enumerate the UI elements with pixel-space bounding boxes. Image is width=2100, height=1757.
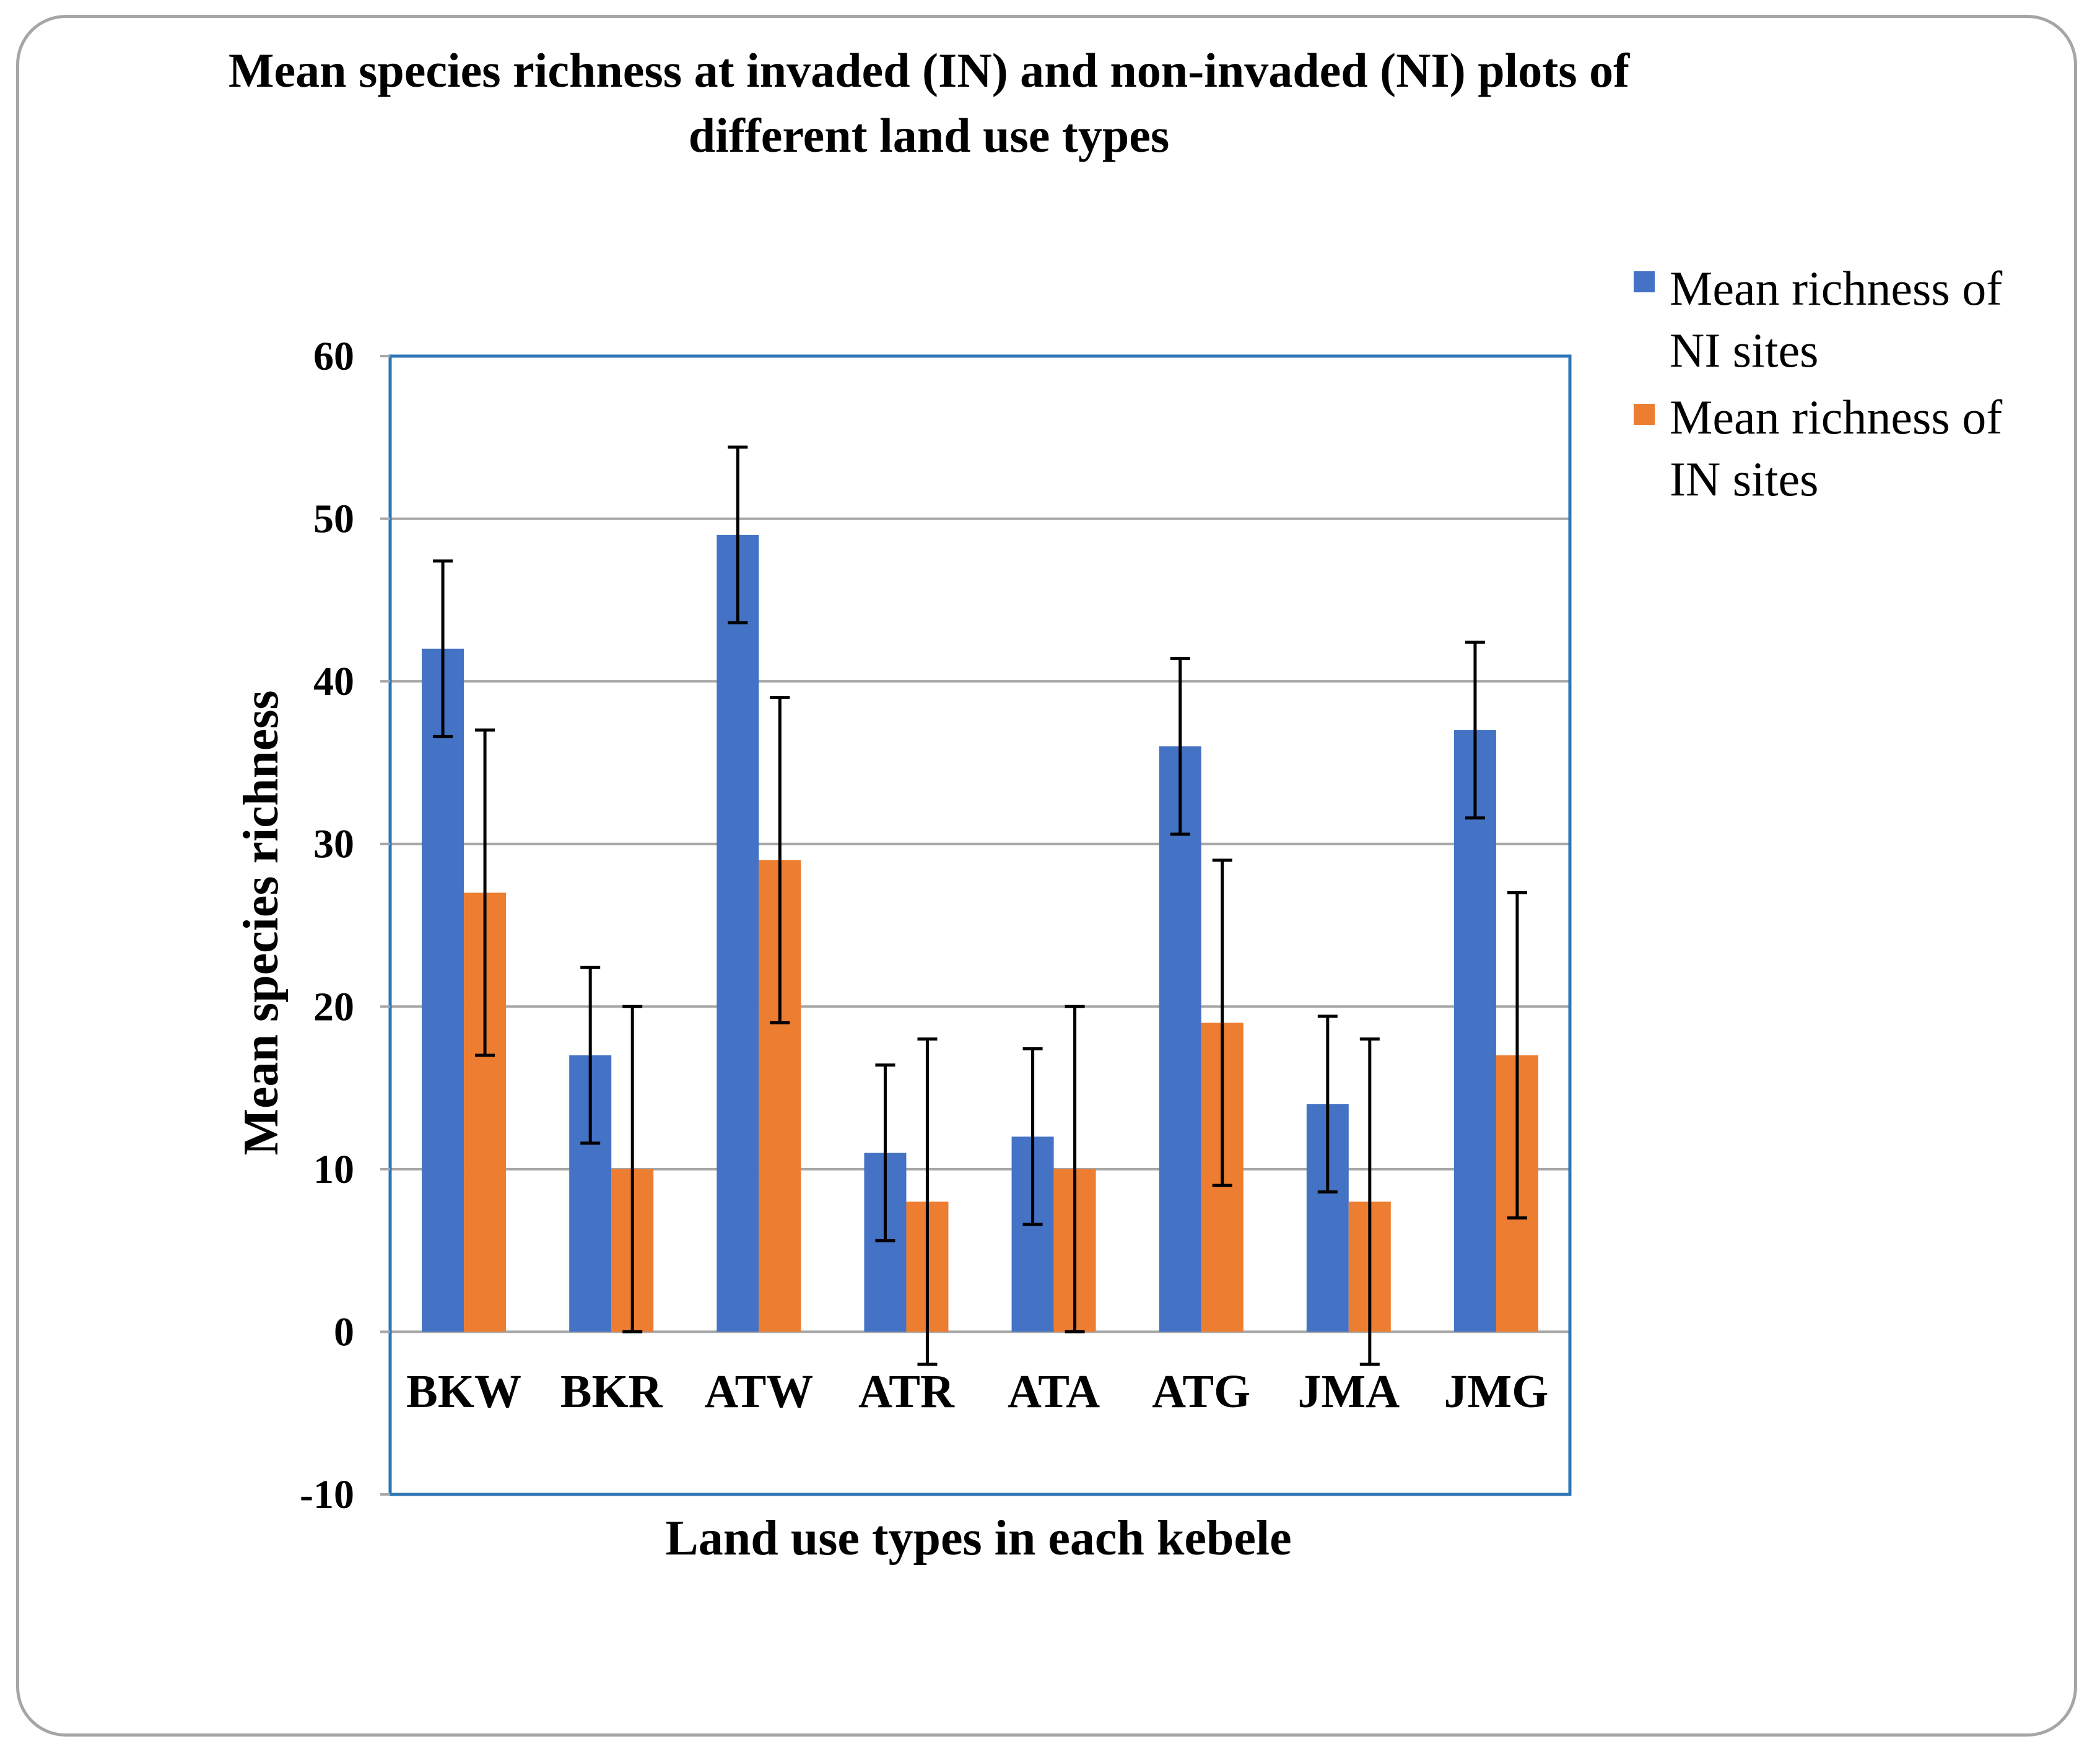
chart-title-line-2: different land use types [689,108,1169,162]
x-axis-title: Land use types in each kebele [665,1511,1291,1566]
chart-title-line-1: Mean species richness at invaded (IN) an… [229,43,1630,97]
category-label-bkr: BKR [560,1366,663,1418]
legend: Mean richness of NI sites Mean richness … [1634,261,2002,506]
error-bar-atr-ni [875,1063,895,1242]
error-bar-jmg-ni [1465,640,1485,820]
error-bar-bkw-ni [433,559,453,738]
bar-atw-ni [717,534,759,1332]
error-bar-jmg-in [1507,891,1527,1220]
bar-atg-ni [1159,746,1201,1332]
legend-label-ni-line-1: Mean richness of [1670,261,2002,315]
error-bar-bkr-ni [580,966,601,1145]
legend-swatch-in [1634,404,1655,425]
category-label-jma: JMA [1298,1366,1400,1418]
category-label-jmg: JMG [1444,1366,1549,1418]
category-label-atw: ATW [704,1366,813,1418]
y-axis-title: Mean species richness [234,690,289,1155]
error-bar-atw-ni [728,445,748,625]
y-tick-label-10: 10 [313,1147,354,1192]
error-bar-atg-in [1212,858,1232,1187]
category-label-atg: ATG [1152,1366,1250,1418]
y-tick-label--10: -10 [300,1472,354,1517]
y-tick-label-20: 20 [313,984,354,1029]
legend-swatch-ni [1634,271,1655,292]
y-tick-label-60: 60 [313,334,354,379]
gridlines [390,517,1570,1333]
error-bar-atw-in [770,695,790,1025]
error-bar-atg-ni [1170,656,1190,836]
error-bars [433,445,1527,1366]
legend-label-in-line-2: IN sites [1670,452,1818,506]
y-tick-label-0: 0 [334,1309,354,1354]
error-bar-jma-ni [1317,1014,1338,1194]
error-bar-ata-ni [1022,1047,1043,1226]
y-tick-label-50: 50 [313,497,354,542]
error-bar-ata-in [1065,1005,1085,1333]
error-bar-bkr-in [622,1005,643,1333]
y-tick-label-40: 40 [313,659,354,704]
error-bar-jma-in [1359,1037,1380,1366]
y-tick-label-30: 30 [313,822,354,867]
category-label-atr: ATR [858,1366,955,1418]
y-axis-ticks: -10 0 10 20 30 40 50 60 [300,334,390,1517]
category-label-bkw: BKW [406,1366,521,1418]
legend-label-in-line-1: Mean richness of [1670,390,2002,444]
x-axis-categories: BKW BKR ATW ATR ATA ATG JMA JMG [406,1366,1548,1418]
legend-label-ni-line-2: NI sites [1670,323,1818,377]
plot-area-border [388,354,1572,1496]
chart-frame [16,15,2077,1737]
bar-bkw-ni [422,648,464,1332]
error-bar-atr-in [917,1037,938,1366]
category-label-ata: ATA [1008,1366,1100,1418]
bar-jmg-ni [1453,730,1496,1332]
error-bar-bkw-in [475,728,495,1057]
